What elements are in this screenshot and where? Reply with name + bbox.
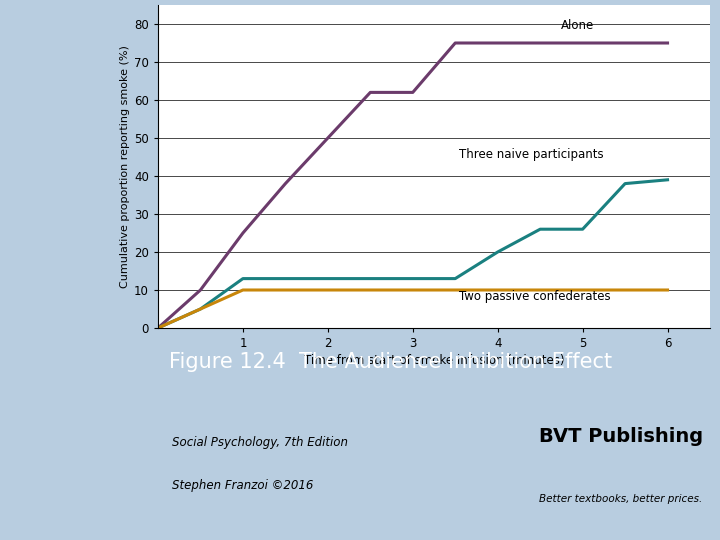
- Text: Better textbooks, better prices.: Better textbooks, better prices.: [539, 494, 703, 504]
- Text: BVT Publishing: BVT Publishing: [539, 427, 703, 446]
- Text: Three naive participants: Three naive participants: [459, 148, 604, 161]
- Text: Two passive confederates: Two passive confederates: [459, 291, 611, 303]
- Text: Figure 12.4  The Audience Inhibition Effect: Figure 12.4 The Audience Inhibition Effe…: [169, 352, 612, 372]
- Text: Alone: Alone: [562, 18, 595, 32]
- X-axis label: Time from start of smoke infusion (minutes): Time from start of smoke infusion (minut…: [304, 354, 564, 367]
- Text: Stephen Franzoi ©2016: Stephen Franzoi ©2016: [172, 479, 313, 492]
- Text: Social Psychology, 7th Edition: Social Psychology, 7th Edition: [172, 436, 348, 449]
- Y-axis label: Cumulative proportion reporting smoke (%): Cumulative proportion reporting smoke (%…: [120, 45, 130, 288]
